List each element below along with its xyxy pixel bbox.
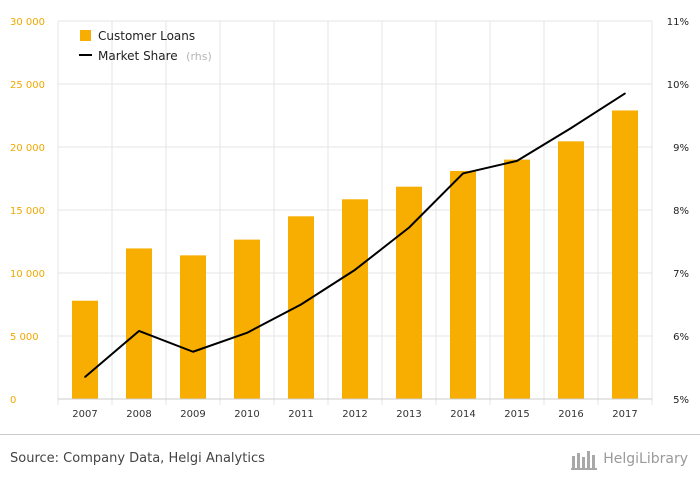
- market-share-line-group: [84, 92, 626, 378]
- bar-customer-loans-2011: [288, 216, 314, 399]
- y-left-tick-label: 15 000: [10, 206, 45, 217]
- point-market-share-2012: [354, 269, 356, 271]
- bar-customer-loans-2010: [234, 239, 260, 399]
- bar-customer-loans-2007: [72, 300, 98, 399]
- y-left-tick-label: 5 000: [10, 332, 39, 343]
- legend-note-rhs: (rhs): [186, 50, 212, 63]
- bar-customer-loans-2013: [396, 186, 422, 399]
- legend-label-market-share: Market Share: [98, 49, 178, 63]
- y-left-tick-label: 0: [10, 395, 16, 406]
- bar-customer-loans-2015: [504, 159, 530, 399]
- legend-label-market-share-group: Market Share (rhs): [98, 47, 212, 64]
- footer: Source: Company Data, Helgi Analytics He…: [0, 434, 700, 484]
- bar-customer-loans-2012: [342, 199, 368, 399]
- x-tick-label: 2009: [180, 409, 205, 420]
- point-market-share-2013: [408, 226, 410, 229]
- x-tick-label: 2015: [504, 409, 529, 420]
- y-left-tick-label: 30 000: [10, 17, 45, 28]
- y-left-tick-label: 20 000: [10, 143, 45, 154]
- library-icon: [571, 451, 598, 470]
- brand-name: HelgiLibrary: [603, 451, 688, 467]
- legend-label-customer-loans: Customer Loans: [98, 29, 195, 43]
- bars: [72, 110, 638, 400]
- combo-chart: 0 5 000 10 000 15 000 20 000 25 000 30 000 5% 6%…: [10, 17, 689, 420]
- x-tick-label: 2012: [342, 409, 367, 420]
- bar-customer-loans-2017: [612, 110, 638, 400]
- x-tick-label: 2010: [234, 409, 259, 420]
- point-market-share-2014: [462, 172, 464, 175]
- bar-customer-loans-2014: [450, 170, 476, 399]
- y-right-tick-label: 11%: [667, 17, 689, 28]
- bar-customer-loans-2009: [180, 255, 206, 399]
- x-tick-label: 2014: [450, 409, 475, 420]
- y-right-tick-label: 6%: [673, 332, 689, 343]
- x-tick-label: 2008: [126, 409, 151, 420]
- point-market-share-2010: [246, 332, 248, 334]
- x-tick-label: 2017: [612, 409, 637, 420]
- y-right-tick-label: 8%: [673, 206, 689, 217]
- y-right-tick-label: 10%: [667, 80, 689, 91]
- point-market-share-2017: [624, 92, 626, 95]
- x-tick-label: 2016: [558, 409, 583, 420]
- point-market-share-2016: [570, 127, 572, 129]
- point-market-share-2011: [300, 303, 302, 306]
- bar-customer-loans-2016: [558, 141, 584, 399]
- point-market-share-2008: [138, 330, 140, 332]
- brand-logo[interactable]: HelgiLibrary: [571, 448, 688, 470]
- y-right-tick-label: 7%: [673, 269, 689, 280]
- x-tick-label: 2013: [396, 409, 421, 420]
- x-tick-label: 2007: [72, 409, 97, 420]
- y-left-tick-label: 25 000: [10, 80, 45, 91]
- point-market-share-2009: [192, 350, 194, 353]
- point-market-share-2007: [84, 376, 86, 378]
- gridlines: [57, 20, 653, 405]
- point-market-share-2015: [516, 160, 518, 162]
- legend: Customer Loans Market Share (rhs): [79, 29, 212, 64]
- y-right-tick-label: 5%: [673, 395, 689, 406]
- bar-customer-loans-2008: [126, 248, 152, 399]
- y-left-tick-label: 10 000: [10, 269, 45, 280]
- source-text: Source: Company Data, Helgi Analytics: [10, 451, 265, 466]
- y-right-tick-label: 9%: [673, 143, 689, 154]
- x-tick-label: 2011: [288, 409, 313, 420]
- legend-swatch-customer-loans: [80, 30, 91, 41]
- axes: 0 5 000 10 000 15 000 20 000 25 000 30 000 5% 6%…: [10, 17, 689, 420]
